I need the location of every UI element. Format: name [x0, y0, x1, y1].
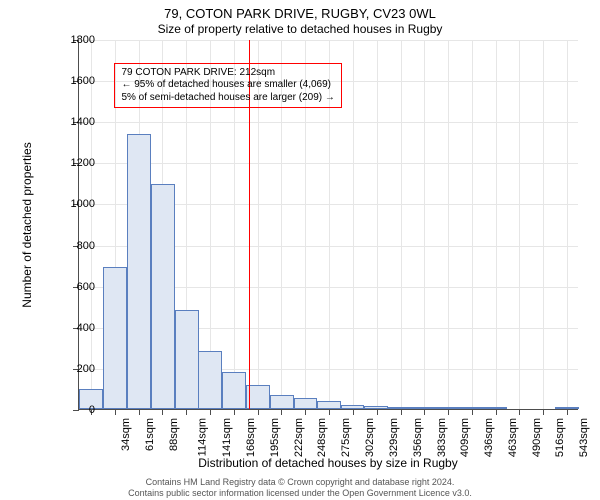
y-axis-label: Number of detached properties — [20, 142, 34, 307]
x-tick-label: 383sqm — [436, 418, 448, 457]
x-tick — [115, 409, 116, 415]
x-tick-label: 34sqm — [120, 418, 132, 451]
x-tick-label: 141sqm — [221, 418, 233, 457]
x-tick — [496, 409, 497, 415]
x-tick — [567, 409, 568, 415]
x-tick — [543, 409, 544, 415]
y-tick-label: 1600 — [35, 75, 95, 87]
gridline-vertical — [353, 40, 354, 409]
x-tick-label: 543sqm — [578, 418, 590, 457]
x-tick — [472, 409, 473, 415]
y-tick-label: 1800 — [35, 34, 95, 46]
y-tick-label: 0 — [35, 404, 95, 416]
gridline-vertical — [496, 40, 497, 409]
histogram-bar — [459, 407, 483, 409]
x-tick-label: 356sqm — [412, 418, 424, 457]
y-tick-label: 400 — [35, 322, 95, 334]
annotation-line: ← 95% of detached houses are smaller (4,… — [121, 79, 334, 92]
histogram-bar — [317, 401, 341, 409]
histogram-bar — [294, 398, 318, 409]
histogram-bar — [151, 184, 175, 409]
x-tick — [329, 409, 330, 415]
histogram-bar — [270, 395, 294, 409]
x-tick-label: 516sqm — [554, 418, 566, 457]
gridline-vertical — [91, 40, 92, 409]
x-tick — [281, 409, 282, 415]
x-tick-label: 88sqm — [168, 418, 180, 451]
x-tick — [377, 409, 378, 415]
histogram-bar — [341, 405, 365, 409]
histogram-bar — [175, 310, 199, 409]
x-tick-label: 329sqm — [388, 418, 400, 457]
gridline-vertical — [401, 40, 402, 409]
x-tick — [162, 409, 163, 415]
chart-title: 79, COTON PARK DRIVE, RUGBY, CV23 0WL — [0, 6, 600, 21]
y-tick-label: 1400 — [35, 116, 95, 128]
footer-attribution: Contains HM Land Registry data © Crown c… — [0, 477, 600, 498]
y-tick-label: 600 — [35, 281, 95, 293]
x-tick-label: 409sqm — [459, 418, 471, 457]
x-tick-label: 222sqm — [293, 418, 305, 457]
histogram-bar — [412, 407, 436, 409]
x-tick-label: 168sqm — [245, 418, 257, 457]
annotation-line: 5% of semi-detached houses are larger (2… — [121, 92, 334, 105]
x-tick-label: 302sqm — [364, 418, 376, 457]
annotation-line: 79 COTON PARK DRIVE: 212sqm — [121, 67, 334, 80]
histogram-bar — [222, 372, 246, 409]
x-tick-label: 195sqm — [269, 418, 281, 457]
x-tick — [353, 409, 354, 415]
y-tick-label: 200 — [35, 363, 95, 375]
histogram-figure: 79, COTON PARK DRIVE, RUGBY, CV23 0WL Si… — [0, 0, 600, 500]
histogram-bar — [103, 267, 127, 409]
x-tick — [186, 409, 187, 415]
histogram-bar — [364, 406, 388, 409]
x-tick-label: 490sqm — [531, 418, 543, 457]
footer-line-1: Contains HM Land Registry data © Crown c… — [0, 477, 600, 487]
footer-line-2: Contains public sector information licen… — [0, 488, 600, 498]
gridline-vertical — [519, 40, 520, 409]
x-tick — [234, 409, 235, 415]
histogram-bar — [198, 351, 222, 409]
y-tick-label: 800 — [35, 240, 95, 252]
x-tick-label: 114sqm — [197, 418, 209, 456]
x-tick — [401, 409, 402, 415]
histogram-bar — [555, 407, 579, 409]
x-tick — [519, 409, 520, 415]
x-tick — [424, 409, 425, 415]
gridline-vertical — [448, 40, 449, 409]
histogram-bar — [483, 407, 507, 409]
gridline-vertical — [424, 40, 425, 409]
histogram-bar — [388, 407, 412, 409]
x-tick-label: 248sqm — [316, 418, 328, 457]
y-tick-label: 1000 — [35, 198, 95, 210]
x-tick — [448, 409, 449, 415]
x-tick — [210, 409, 211, 415]
gridline-vertical — [472, 40, 473, 409]
x-tick — [139, 409, 140, 415]
y-tick-label: 1200 — [35, 157, 95, 169]
gridline-vertical — [543, 40, 544, 409]
x-tick-label: 463sqm — [507, 418, 519, 457]
gridline-vertical — [567, 40, 568, 409]
gridline-vertical — [377, 40, 378, 409]
histogram-bar — [436, 407, 460, 409]
x-tick — [305, 409, 306, 415]
x-axis-label: Distribution of detached houses by size … — [78, 456, 578, 470]
x-tick-label: 436sqm — [483, 418, 495, 457]
x-tick-label: 275sqm — [340, 418, 352, 457]
annotation-box: 79 COTON PARK DRIVE: 212sqm← 95% of deta… — [114, 63, 341, 109]
plot-area: 79 COTON PARK DRIVE: 212sqm← 95% of deta… — [78, 40, 578, 410]
y-axis-label-wrap: Number of detached properties — [20, 40, 34, 410]
x-tick-label: 61sqm — [144, 418, 156, 451]
histogram-bar — [127, 134, 151, 409]
x-tick — [258, 409, 259, 415]
